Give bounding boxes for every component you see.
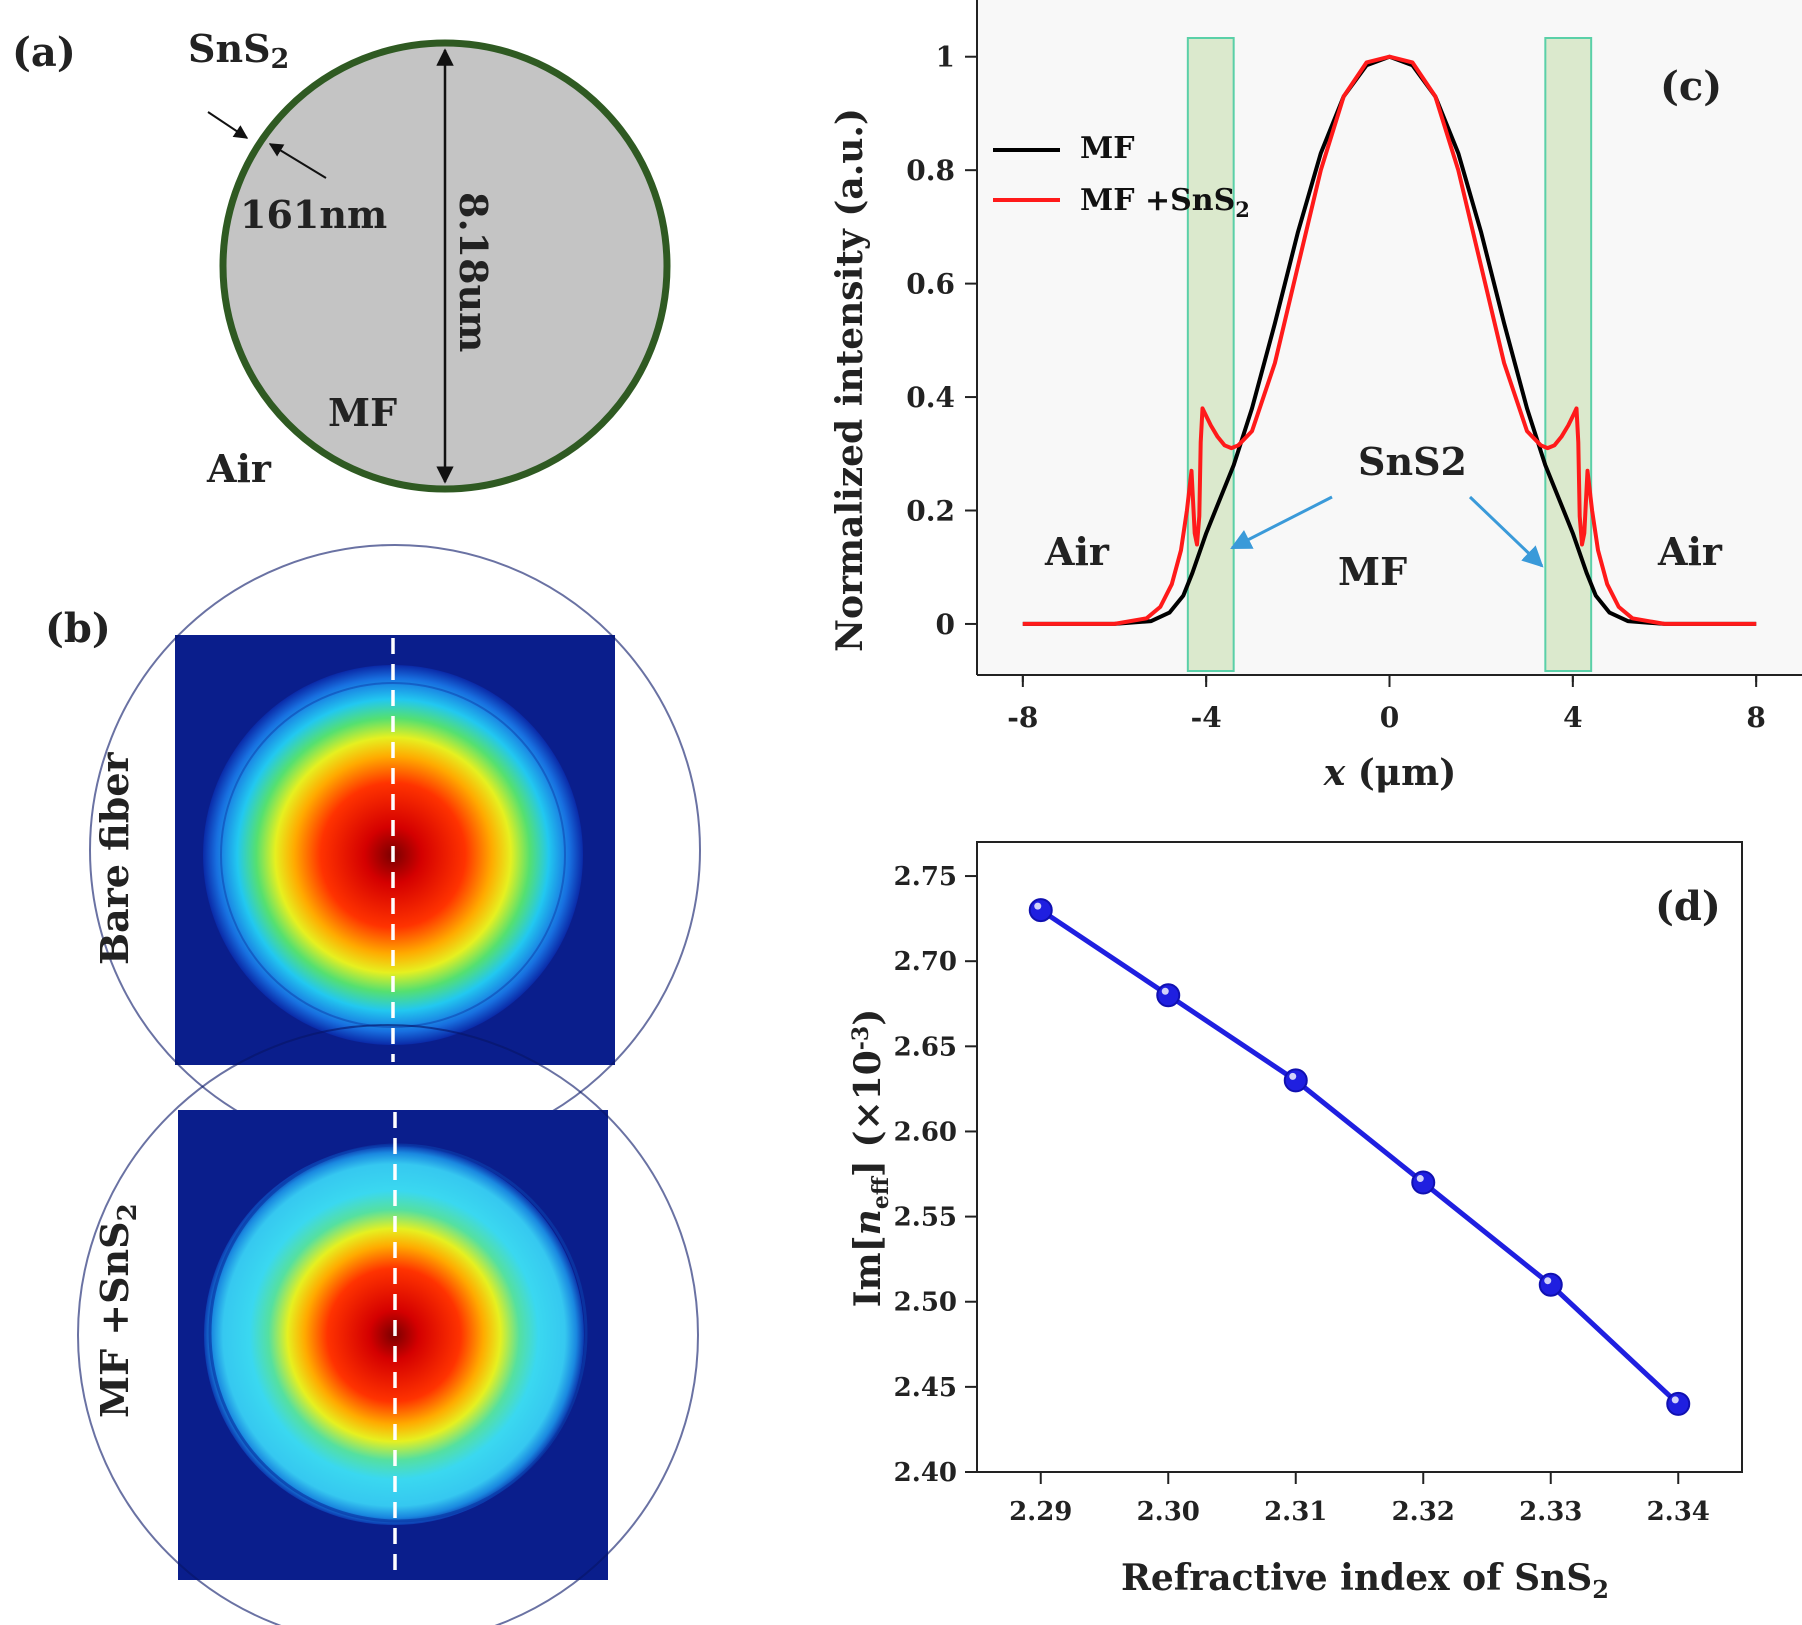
x-tick-label: 2.32: [1392, 1497, 1455, 1527]
data-point: [1283, 1068, 1308, 1093]
y-tick-label: 0: [936, 608, 955, 641]
y-tick-label: 1: [936, 41, 955, 74]
legend-label-mf-sns2: MF +SnS2: [1080, 183, 1250, 222]
x-tick-label: 2.34: [1647, 1497, 1710, 1527]
legend-label-mf: MF: [1080, 131, 1135, 166]
chart-c-legend: MF MF +SnS2: [993, 131, 1250, 222]
shaded-region-1: [1544, 37, 1593, 672]
y-tick-label: 2.55: [894, 1203, 957, 1233]
chart-c-plot-area: [977, 0, 1802, 675]
y-tick-label: 0.4: [906, 381, 955, 414]
data-point: [1666, 1391, 1691, 1416]
x-tick-label: -8: [1007, 701, 1038, 734]
mode-map-mf-sns2: [77, 1024, 699, 1625]
y-tick-label: 2.50: [894, 1288, 957, 1318]
data-point-highlight: [1161, 987, 1169, 995]
chart-d: 2.29 2.30 2.31 2.32 2.33 2.34 2.40 2.45 2.50 2.55…: [847, 841, 1743, 1604]
row-label-mf-sns2: MF +SnS2: [92, 1203, 143, 1418]
x-tick-label: -4: [1191, 701, 1222, 734]
y-tick-label: 2.65: [894, 1032, 957, 1062]
series-line-mf-sns2: [1022, 54, 1757, 626]
chart-c-lines: [1022, 54, 1757, 626]
core-label: MF: [328, 390, 397, 435]
chart-d-x-axis-label: Refractive index of SnS2: [1121, 1557, 1609, 1604]
chart-d-ticks: 2.29 2.30 2.31 2.32 2.33 2.34 2.40 2.45 2.50 2.55…: [894, 862, 1710, 1527]
panel-a-label: (a): [12, 29, 76, 76]
chart-d-y-axis-label: Im[neff] (×10-3): [847, 1009, 894, 1308]
sns2-arrow-left: [1230, 495, 1333, 550]
region-label-mf: MF: [1338, 549, 1407, 594]
data-point-highlight: [1671, 1396, 1679, 1404]
chart-c-y-axis-label: Normalized intensity (a.u.): [829, 108, 871, 652]
x-tick-label: 0: [1380, 701, 1399, 734]
data-point: [1156, 983, 1181, 1008]
x-tick-label: 2.30: [1137, 1497, 1200, 1527]
chart-c-ticks: -8 -4 0 4 8 0 0.2 0.4 0.6 0.8 1: [906, 41, 1766, 734]
thickness-arrow-outer: [207, 111, 249, 139]
data-point: [1538, 1272, 1563, 1297]
y-tick-label: 2.45: [894, 1373, 957, 1403]
region-label-air-left: Air: [1044, 529, 1110, 574]
data-point-highlight: [1544, 1277, 1552, 1285]
y-tick-label: 2.60: [894, 1117, 957, 1147]
x-tick-label: 2.33: [1519, 1497, 1582, 1527]
chart-c-x-axis-label: x (μm): [1323, 752, 1457, 794]
thickness-label: 161nm: [240, 192, 387, 237]
y-tick-label: 0.6: [906, 268, 955, 301]
panel-b-label: (b): [45, 605, 111, 652]
chart-d-panel-label: (d): [1655, 883, 1721, 930]
row-label-bare-fiber: Bare fiber: [92, 751, 137, 965]
series-line: [1039, 908, 1680, 1406]
y-tick-label: 2.40: [894, 1458, 957, 1488]
chart-d-plot-area: [976, 841, 1743, 1473]
x-tick-label: 2.29: [1009, 1497, 1072, 1527]
chart-c: -8 -4 0 4 8 0 0.2 0.4 0.6 0.8 1 (c) MF MF +SnS2 Ai…: [829, 0, 1802, 794]
x-tick-label: 8: [1746, 701, 1765, 734]
data-point: [1028, 898, 1053, 923]
diameter-label: 8.18um: [451, 192, 496, 352]
y-tick-label: 2.70: [894, 947, 957, 977]
chart-d-lines: [1028, 898, 1691, 1416]
data-point-highlight: [1034, 902, 1042, 910]
data-point-highlight: [1416, 1175, 1424, 1183]
y-tick-label: 2.75: [894, 862, 957, 892]
mode-map-bare-fiber: [89, 544, 701, 1156]
sns2-arrow-right: [1468, 495, 1544, 568]
x-tick-label: 4: [1563, 701, 1582, 734]
data-point-highlight: [1289, 1072, 1297, 1080]
outside-label: Air: [206, 446, 272, 491]
shell-material-label: SnS2: [188, 26, 289, 75]
x-tick-label: 2.31: [1264, 1497, 1327, 1527]
thickness-arrow-inner: [268, 143, 327, 179]
region-label-air-right: Air: [1657, 529, 1723, 574]
shaded-region-0: [1186, 37, 1235, 672]
chart-c-panel-label: (c): [1660, 63, 1722, 110]
region-label-sns2: SnS2: [1358, 439, 1467, 484]
data-point: [1411, 1170, 1436, 1195]
y-tick-label: 0.2: [906, 495, 955, 528]
y-tick-label: 0.8: [906, 154, 955, 187]
panel-b: (b) Bare fiber MF +SnS2: [45, 544, 701, 1625]
panel-a: (a) SnS2 161nm 8.18um MF Air: [12, 26, 671, 493]
